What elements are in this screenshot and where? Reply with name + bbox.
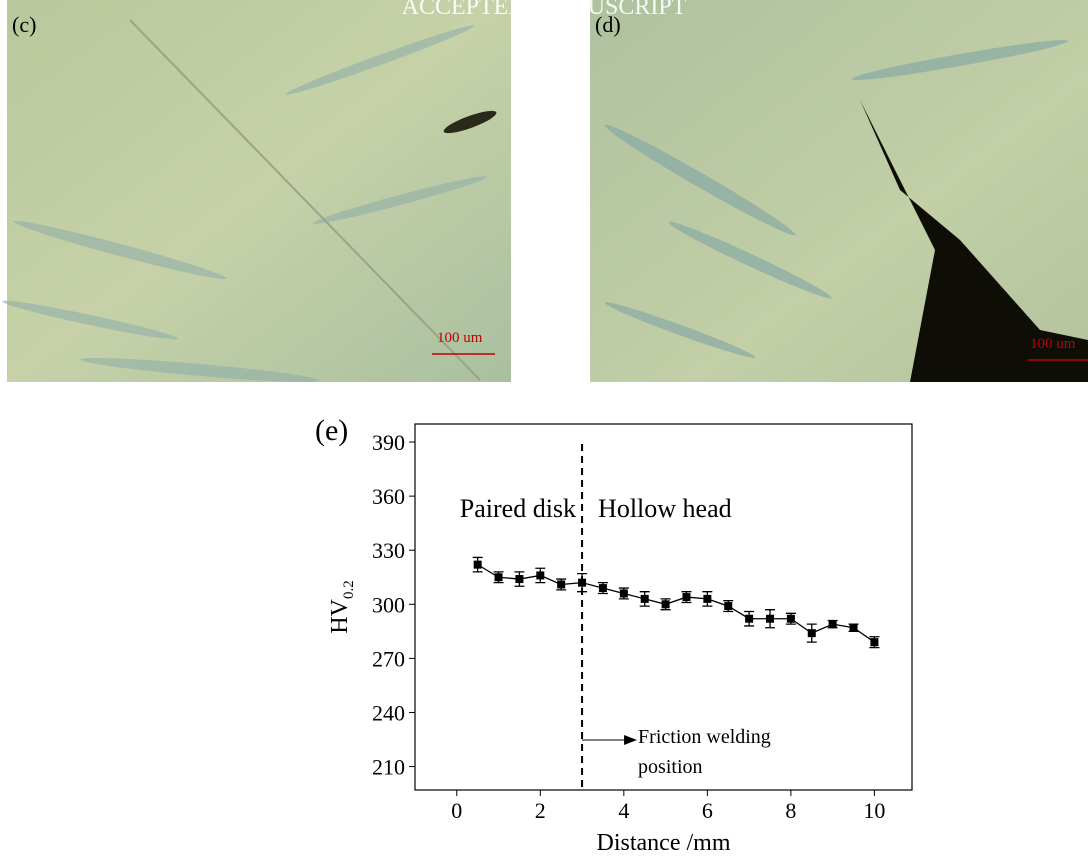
data-point	[557, 580, 566, 589]
x-tick-label: 10	[863, 798, 885, 823]
annotation: Hollow head	[598, 494, 732, 523]
data-point	[682, 593, 691, 602]
y-axis-label: HV0.2	[327, 580, 357, 633]
data-point	[745, 614, 754, 623]
panel-label: (d)	[595, 12, 621, 37]
x-tick-label: 6	[702, 798, 713, 823]
data-point	[640, 594, 649, 603]
x-tick-label: 2	[535, 798, 546, 823]
chart: 210 240 270 300 330 360 390 0 2 4 6 8 10 Distance /mm…	[315, 414, 913, 856]
y-tick-label: 240	[372, 700, 405, 725]
scale-bar-label: 100 um	[1030, 336, 1076, 352]
data-point	[849, 623, 858, 632]
micrograph-c: (c) 100 um	[1, 0, 511, 383]
data-point	[870, 638, 879, 647]
scale-bar-label: 100 um	[437, 330, 483, 346]
data-point	[578, 578, 587, 587]
x-tick-label: 8	[785, 798, 796, 823]
data-point	[619, 589, 628, 598]
data-point	[786, 614, 795, 623]
arrow-head	[624, 735, 638, 745]
y-tick-label: 390	[372, 430, 405, 455]
watermark: ACCEPTED MANUSCRIPT	[402, 0, 687, 20]
y-tick-label: 360	[372, 484, 405, 509]
data-point	[515, 575, 524, 584]
y-tick-label: 210	[372, 755, 405, 780]
data-point	[494, 573, 503, 582]
y-tick-label: 270	[372, 646, 405, 671]
data-point	[536, 571, 545, 580]
data-point	[807, 629, 816, 638]
panel-label: (c)	[12, 12, 36, 37]
micrograph-d: (d) 100 um	[590, 0, 1088, 382]
data-point	[473, 560, 482, 569]
plot-frame	[414, 423, 913, 791]
data-point	[724, 602, 733, 611]
data-point	[703, 594, 712, 603]
annotation: Friction welding	[638, 726, 771, 748]
panel-label: (e)	[315, 414, 348, 447]
x-tick-label: 0	[451, 798, 462, 823]
y-tick-label: 300	[372, 592, 405, 617]
data-point	[828, 620, 837, 629]
x-axis-label: Distance /mm	[597, 830, 731, 856]
y-axis-label-main: HV	[327, 598, 353, 633]
annotation: position	[638, 756, 702, 778]
x-tick-label: 4	[618, 798, 629, 823]
y-tick-label: 330	[372, 538, 405, 563]
data-point	[661, 600, 670, 609]
y-axis-label-sub: 0.2	[341, 580, 357, 599]
data-point	[766, 614, 774, 623]
data-point	[598, 584, 607, 593]
annotation: Paired disk	[460, 494, 576, 523]
